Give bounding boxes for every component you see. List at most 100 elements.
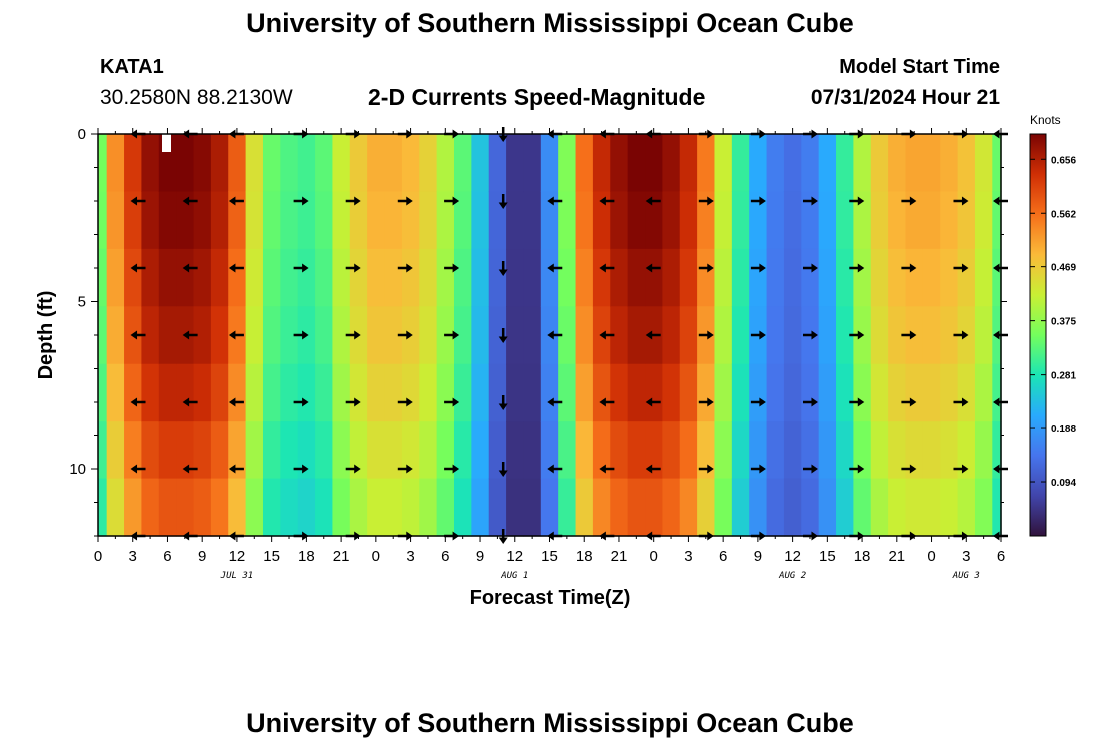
heatmap-cell xyxy=(974,134,993,193)
heatmap-cell xyxy=(488,363,507,422)
current-arrow xyxy=(901,263,917,273)
heatmap-cell xyxy=(627,478,646,537)
current-arrow xyxy=(953,263,969,273)
heatmap-cell xyxy=(384,363,403,422)
heatmap-cell xyxy=(176,134,195,193)
heatmap-cell xyxy=(523,134,542,193)
heatmap-cell xyxy=(349,134,368,193)
heatmap-cell xyxy=(245,363,264,422)
heatmap-cell xyxy=(940,134,959,193)
heatmap-cell xyxy=(523,421,542,480)
current-arrow xyxy=(802,397,818,407)
heatmap-cell xyxy=(228,248,247,307)
heatmap-cell xyxy=(592,478,611,537)
heatmap-cell xyxy=(349,248,368,307)
heatmap-cell xyxy=(332,478,351,537)
heatmap-cell xyxy=(98,363,108,422)
heatmap-cell xyxy=(228,421,247,480)
current-arrow xyxy=(901,397,917,407)
heatmap-cell xyxy=(836,306,854,365)
heatmap-cell xyxy=(280,421,299,480)
x-axis: 0 3 6 9 12 15 18 21 0 3 6 9 12 15 18 21 0 3 6 9 12 15 18 21 0 3 6 J… xyxy=(94,128,1005,581)
heatmap-cell xyxy=(453,421,472,480)
heatmap-cell xyxy=(506,478,525,537)
heatmap-cell xyxy=(888,306,907,365)
current-arrow xyxy=(802,464,818,474)
heatmap-cell xyxy=(922,248,941,307)
heatmap-cell xyxy=(453,478,472,537)
colorbar-tick-label: 0.656 xyxy=(1051,155,1076,166)
x-tick-label: 21 xyxy=(333,548,350,565)
current-arrow xyxy=(901,464,917,474)
x-tick-label: 0 xyxy=(650,548,658,565)
x-tick-label: 0 xyxy=(94,548,102,565)
current-arrow xyxy=(498,261,508,276)
colorbar-unit: Knots xyxy=(1030,113,1061,127)
heatmap-cell xyxy=(957,134,976,193)
current-arrow xyxy=(182,330,198,340)
heatmap-cell xyxy=(836,134,854,193)
current-arrow xyxy=(802,330,818,340)
heatmap-cell xyxy=(697,478,716,537)
current-arrow xyxy=(750,196,766,206)
current-arrow xyxy=(599,263,615,273)
x-tick-label: 15 xyxy=(819,548,836,565)
heatmap-cell xyxy=(315,134,334,193)
model-start-label: Model Start Time xyxy=(839,56,1000,78)
x-tick-label: 3 xyxy=(684,548,692,565)
heatmap-cell xyxy=(610,248,629,307)
heatmap-cell xyxy=(870,478,889,537)
heatmap-cell xyxy=(679,478,698,537)
heatmap-cell xyxy=(158,306,177,365)
heatmap-cell xyxy=(714,248,733,307)
heatmap-cell xyxy=(766,363,785,422)
heatmap-cell xyxy=(488,478,507,537)
heatmap-cell xyxy=(436,421,455,480)
heatmap-cell xyxy=(957,191,976,250)
heatmap-cell xyxy=(697,134,716,193)
current-arrow xyxy=(130,263,146,273)
heatmap-cell xyxy=(627,191,646,250)
current-arrow xyxy=(849,196,865,206)
heatmap-cell xyxy=(592,191,611,250)
heatmap-cell xyxy=(610,134,629,193)
heatmap-cell xyxy=(523,306,542,365)
heatmap-cell xyxy=(818,306,837,365)
heatmap-cell xyxy=(992,248,1002,307)
heatmap-cell xyxy=(367,134,386,193)
heatmap-cell xyxy=(818,248,837,307)
heatmap-cell xyxy=(836,248,854,307)
current-arrow xyxy=(645,196,661,206)
colorbar-tick-label: 0.562 xyxy=(1051,209,1076,220)
heatmap-cell xyxy=(210,363,229,422)
current-arrow xyxy=(397,397,413,407)
x-tick-label: 15 xyxy=(263,548,280,565)
heatmap-cell xyxy=(193,191,212,250)
heatmap-cell xyxy=(210,478,229,537)
heatmap-cell xyxy=(766,248,785,307)
heatmap-cell xyxy=(575,363,594,422)
heatmap-cell xyxy=(471,421,490,480)
heatmap-cell xyxy=(280,478,299,537)
heatmap-cell xyxy=(679,421,698,480)
x-tick-label: 3 xyxy=(129,548,137,565)
heatmap-cell xyxy=(888,478,907,537)
heatmap-cell xyxy=(471,306,490,365)
heatmap-cell xyxy=(697,191,716,250)
x-tick-label: 18 xyxy=(854,548,871,565)
model-start-value: 07/31/2024 Hour 21 xyxy=(810,86,1000,109)
heatmap-cell xyxy=(124,478,143,537)
heatmap-cell xyxy=(940,478,959,537)
heatmap-cell xyxy=(332,248,351,307)
heatmap-cell xyxy=(98,248,108,307)
heatmap-cell xyxy=(436,248,455,307)
heatmap-cell xyxy=(801,363,820,422)
heatmap-cell xyxy=(575,248,594,307)
heatmap-cell xyxy=(888,191,907,250)
heatmap-cell xyxy=(262,306,281,365)
heatmap-cell xyxy=(870,306,889,365)
heatmap-cell xyxy=(610,191,629,250)
heatmap-cell xyxy=(801,478,820,537)
heatmap-cell xyxy=(98,478,108,537)
heatmap-cell xyxy=(697,421,716,480)
